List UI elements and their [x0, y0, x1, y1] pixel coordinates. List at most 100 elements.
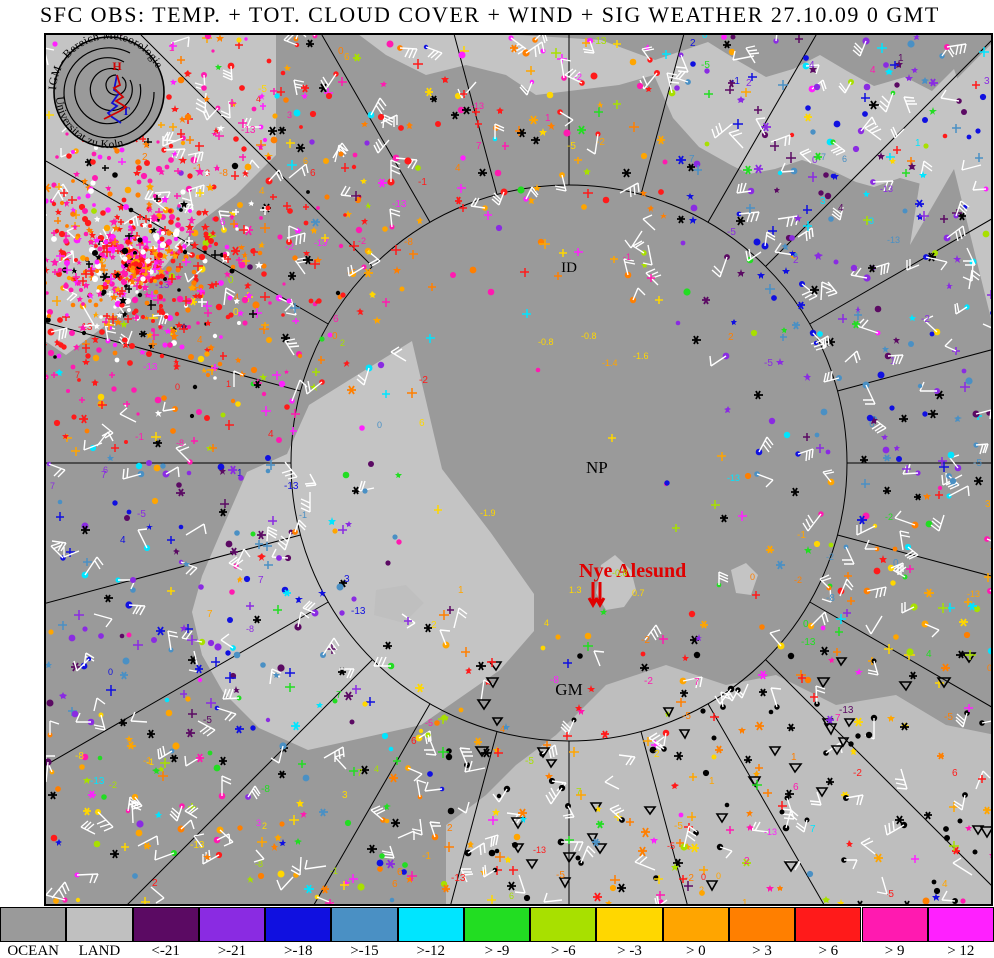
- svg-text:3: 3: [990, 571, 993, 581]
- svg-text:-8: -8: [176, 438, 184, 448]
- svg-text:0: 0: [716, 871, 721, 881]
- svg-text:-1.9: -1.9: [480, 508, 496, 518]
- svg-text:2: 2: [728, 332, 734, 343]
- svg-text:6: 6: [303, 156, 308, 166]
- svg-text:3: 3: [256, 818, 261, 828]
- svg-text:-5: -5: [137, 509, 146, 520]
- svg-text:6: 6: [344, 52, 350, 63]
- svg-text:4: 4: [500, 724, 505, 734]
- svg-text:2: 2: [690, 38, 696, 49]
- svg-text:6: 6: [220, 217, 226, 228]
- svg-text:-2: -2: [826, 552, 834, 562]
- svg-text:4: 4: [374, 764, 379, 774]
- svg-text:-1: -1: [731, 76, 740, 87]
- svg-text:2: 2: [262, 821, 267, 831]
- svg-text:-0.8: -0.8: [581, 331, 597, 341]
- svg-text:0: 0: [987, 663, 992, 673]
- svg-text:-13: -13: [533, 845, 546, 855]
- svg-text:2: 2: [793, 255, 799, 266]
- svg-text:-13: -13: [887, 235, 900, 245]
- svg-text:7: 7: [336, 690, 342, 701]
- svg-text:-2: -2: [358, 236, 366, 246]
- svg-text:2: 2: [744, 856, 750, 867]
- svg-text:6: 6: [103, 465, 108, 475]
- svg-text:1: 1: [169, 43, 175, 54]
- svg-text:2: 2: [746, 78, 752, 89]
- svg-text:7: 7: [357, 768, 363, 779]
- svg-text:-2: -2: [644, 676, 653, 687]
- svg-text:-13: -13: [764, 827, 777, 837]
- svg-text:-5: -5: [727, 227, 736, 238]
- svg-text:-5: -5: [674, 821, 683, 832]
- svg-text:6: 6: [333, 314, 339, 325]
- svg-text:7: 7: [835, 713, 841, 724]
- svg-text:-5: -5: [258, 84, 267, 95]
- svg-text:-5: -5: [973, 458, 982, 469]
- svg-text:NP: NP: [586, 458, 608, 477]
- svg-text:-2: -2: [885, 512, 893, 522]
- svg-text:-2: -2: [921, 314, 930, 325]
- svg-text:-5: -5: [764, 358, 773, 369]
- svg-text:3: 3: [344, 574, 350, 585]
- svg-text:-5: -5: [667, 841, 675, 851]
- svg-text:0: 0: [701, 872, 706, 882]
- svg-text:Nye Alesund: Nye Alesund: [579, 560, 686, 582]
- svg-text:-1: -1: [143, 756, 152, 767]
- svg-text:-1.6: -1.6: [633, 351, 649, 361]
- svg-text:2: 2: [431, 620, 437, 631]
- svg-text:-8: -8: [246, 624, 254, 634]
- svg-text:-1: -1: [797, 530, 806, 541]
- svg-text:1: 1: [791, 752, 797, 763]
- svg-text:-8: -8: [261, 784, 270, 795]
- svg-text:-13: -13: [801, 637, 816, 648]
- svg-text:-13: -13: [471, 101, 484, 111]
- svg-text:-1: -1: [418, 177, 427, 188]
- svg-text:4: 4: [926, 649, 932, 660]
- svg-text:-0.8: -0.8: [612, 568, 628, 578]
- svg-text:1.3: 1.3: [569, 585, 582, 595]
- svg-text:-8: -8: [75, 751, 84, 762]
- svg-text:-5: -5: [944, 712, 953, 723]
- svg-text:-13: -13: [839, 705, 854, 716]
- svg-text:0: 0: [175, 382, 180, 392]
- svg-text:-5: -5: [203, 715, 212, 726]
- svg-text:7: 7: [50, 481, 55, 491]
- svg-text:-1: -1: [623, 252, 631, 262]
- svg-text:-2: -2: [574, 72, 582, 82]
- svg-text:-13: -13: [143, 362, 158, 373]
- svg-text:-13: -13: [880, 184, 893, 194]
- svg-text:-1: -1: [422, 851, 431, 862]
- svg-text:0: 0: [750, 572, 755, 582]
- svg-text:2: 2: [152, 878, 158, 889]
- svg-text:3: 3: [287, 110, 292, 120]
- svg-text:7: 7: [207, 609, 213, 620]
- svg-text:-2: -2: [109, 780, 117, 790]
- svg-text:1: 1: [458, 585, 464, 596]
- svg-text:-13: -13: [351, 606, 366, 617]
- svg-text:4: 4: [455, 163, 461, 174]
- svg-text:6: 6: [419, 418, 425, 429]
- svg-text:6: 6: [392, 879, 398, 890]
- svg-text:1: 1: [742, 898, 748, 906]
- svg-text:4: 4: [120, 535, 126, 546]
- svg-text:6: 6: [310, 168, 316, 179]
- svg-text:4: 4: [268, 429, 274, 440]
- svg-text:-5: -5: [556, 870, 565, 881]
- svg-text:0: 0: [377, 420, 382, 430]
- svg-text:-2: -2: [641, 635, 650, 646]
- svg-text:1: 1: [915, 138, 921, 149]
- svg-text:3: 3: [342, 790, 348, 801]
- svg-text:-1: -1: [299, 510, 307, 520]
- svg-text:4: 4: [544, 618, 549, 628]
- svg-text:GM: GM: [555, 680, 582, 699]
- svg-text:-1.4: -1.4: [602, 358, 618, 368]
- svg-text:1: 1: [226, 379, 231, 389]
- svg-text:6: 6: [509, 891, 514, 901]
- svg-text:-8: -8: [826, 593, 835, 604]
- svg-text:-5: -5: [525, 756, 534, 767]
- svg-text:6: 6: [397, 867, 403, 878]
- svg-text:-8: -8: [219, 168, 228, 179]
- svg-text:7: 7: [258, 575, 264, 586]
- svg-text:-13: -13: [592, 36, 607, 47]
- svg-text:-1: -1: [135, 432, 144, 443]
